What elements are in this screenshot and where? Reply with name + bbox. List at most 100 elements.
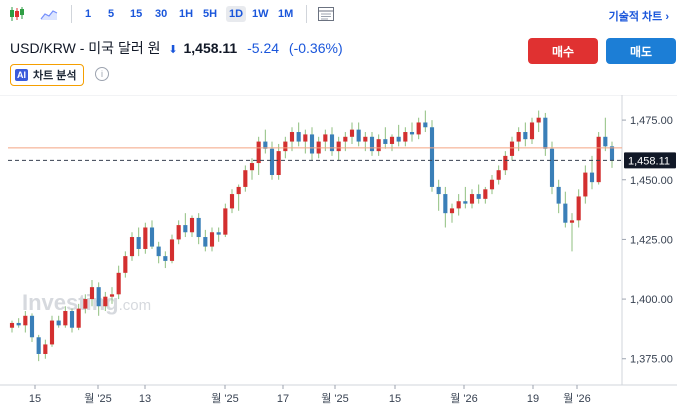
current-price-tag xyxy=(624,152,676,169)
ai-chart-analysis-button[interactable]: AI 차트 분석 xyxy=(10,64,84,86)
toolbar-divider xyxy=(306,5,307,23)
candles xyxy=(9,110,615,362)
price-chart[interactable]: Investing.com 1,458.11 1,475.001,450.001… xyxy=(0,95,677,416)
interval-15[interactable]: 15 xyxy=(130,8,143,20)
candle-body xyxy=(549,148,555,187)
candle-body xyxy=(163,256,168,261)
currency-pair-title: USD/KRW - 미국 달러 원 xyxy=(10,40,161,56)
candle-body xyxy=(116,272,121,295)
candle-body xyxy=(603,136,608,147)
candle-body xyxy=(56,320,61,326)
interval-1h[interactable]: 1H xyxy=(179,8,194,20)
x-tick-label: 월 '26 xyxy=(450,392,478,405)
toolbar-divider xyxy=(71,5,72,23)
interval-5h[interactable]: 5H xyxy=(203,8,218,20)
candle-body xyxy=(416,122,421,135)
candle-body xyxy=(483,189,488,199)
candle-body xyxy=(383,139,388,144)
current-price-label: 1,458.11 xyxy=(628,155,670,167)
candle-body xyxy=(143,227,148,249)
candle-body xyxy=(63,311,68,326)
last-price: 1,458.11 xyxy=(183,40,238,56)
candle-body xyxy=(243,170,248,187)
candle-body xyxy=(336,141,341,152)
candle-body xyxy=(409,132,415,135)
candle-body xyxy=(103,296,108,307)
candle-body xyxy=(609,146,615,161)
candlestick-icon[interactable] xyxy=(8,6,26,22)
candle-body xyxy=(396,136,401,142)
investing-watermark: Investing.com xyxy=(22,290,151,315)
candle-body xyxy=(376,139,381,152)
candle-body xyxy=(523,132,528,140)
candle-body xyxy=(183,225,188,233)
candle-body xyxy=(283,141,288,152)
y-tick-label: 1,425.00 xyxy=(630,234,673,246)
price-change: -5.24 xyxy=(247,40,280,56)
candle-body xyxy=(463,201,468,204)
candle-body xyxy=(76,308,81,328)
price-lines: 1,458.11 xyxy=(8,147,676,169)
x-tick-label: 15 xyxy=(389,393,401,405)
buy-button[interactable]: 매수 xyxy=(528,38,598,64)
candle-body xyxy=(136,237,141,249)
candle-body xyxy=(176,225,181,240)
candle-body xyxy=(536,117,541,123)
ai-badge: AI xyxy=(15,69,28,81)
interval-5[interactable]: 5 xyxy=(108,8,115,20)
candle-body xyxy=(436,186,441,195)
interval-1[interactable]: 1 xyxy=(85,8,92,20)
candle-body xyxy=(489,179,495,190)
candle-body xyxy=(189,217,195,233)
candle-body xyxy=(496,170,501,180)
candle-body xyxy=(156,246,161,257)
chart-toolbar: 1 5 15 30 1H 5H 1D 1W 1M 기술적 차트 › xyxy=(0,0,677,30)
x-tick-label: 월 '25 xyxy=(84,392,112,405)
candle-body xyxy=(169,239,175,261)
candle-body xyxy=(449,208,455,214)
interval-1m[interactable]: 1M xyxy=(278,8,294,20)
x-tick-label: 월 '25 xyxy=(211,392,239,405)
candle-body xyxy=(196,217,201,238)
y-tick-label: 1,475.00 xyxy=(630,115,673,127)
candle-body xyxy=(9,322,15,328)
candle-body xyxy=(256,141,261,164)
candle-body xyxy=(16,322,21,326)
candle-body xyxy=(223,208,228,235)
interval-1w[interactable]: 1W xyxy=(252,8,269,20)
candle-body xyxy=(476,194,481,199)
y-axis: 1,475.00 1,450.00 1,425.00 1,400.00 1,375.00 xyxy=(622,115,673,366)
candle-body xyxy=(583,172,588,197)
info-icon[interactable]: i xyxy=(95,67,109,81)
y-tick-label: 1,400.00 xyxy=(630,294,673,306)
ai-analysis-label: 차트 분석 xyxy=(33,70,77,82)
candle-body xyxy=(89,287,95,300)
interval-30[interactable]: 30 xyxy=(155,8,168,20)
sell-button[interactable]: 매도 xyxy=(606,38,676,64)
candle-body xyxy=(456,201,461,209)
technical-chart-link[interactable]: 기술적 차트 › xyxy=(608,11,669,23)
candle-body xyxy=(216,232,221,235)
interval-1d[interactable]: 1D xyxy=(226,6,247,22)
chart-layout-icon[interactable] xyxy=(317,6,335,22)
candle-body xyxy=(329,134,335,152)
candle-body xyxy=(423,122,428,128)
candle-body xyxy=(29,315,35,338)
chart-grid xyxy=(0,95,677,386)
candle-body xyxy=(249,163,255,171)
candle-body xyxy=(296,132,301,142)
candle-body xyxy=(569,220,575,223)
candle-body xyxy=(589,172,595,183)
candle-body xyxy=(563,203,568,223)
y-tick-label: 1,375.00 xyxy=(630,354,673,366)
candle-body xyxy=(303,134,308,142)
candle-body xyxy=(516,132,521,142)
candle-body xyxy=(236,186,241,195)
y-tick-label: 1,450.00 xyxy=(630,175,673,187)
x-tick-label: 15 xyxy=(29,393,41,405)
candle-body xyxy=(469,194,475,204)
area-chart-icon[interactable] xyxy=(40,6,58,22)
candle-body xyxy=(343,136,348,142)
candle-body xyxy=(556,186,561,204)
x-tick-label: 월 '26 xyxy=(563,392,591,405)
